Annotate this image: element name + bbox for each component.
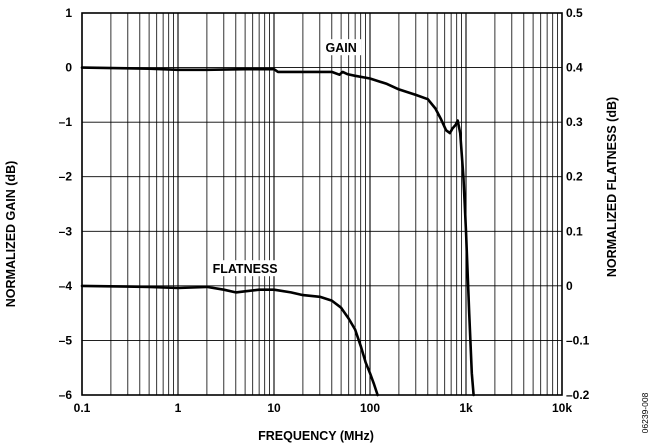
series-annotations: GAIN FLATNESS — [207, 39, 362, 277]
x-tick-label: 100 — [360, 401, 380, 415]
x-tick-label: 1 — [175, 401, 182, 415]
left-y-tick-label: –4 — [59, 279, 73, 293]
right-y-tick-label: 0.2 — [566, 170, 583, 184]
right-y-tick-label: –0.2 — [566, 388, 590, 402]
annotation-background — [207, 260, 283, 277]
left-y-tick-label: –3 — [59, 224, 73, 238]
tick-labels: 0.1 1 10 100 1k 10k10–1–2–3–4–5–60.50.40.30.2… — [59, 6, 590, 415]
series-line-gain — [80, 66, 475, 397]
right-y-tick-label: 0.1 — [566, 224, 583, 238]
series-lines — [80, 66, 475, 397]
plot-frame — [81, 12, 563, 396]
right-y-tick-label: 0.5 — [566, 6, 583, 20]
figure-id: 06239-008 — [640, 392, 650, 433]
x-axis-title: FREQUENCY (MHz) — [258, 429, 374, 443]
x-tick-label: 1k — [459, 401, 473, 415]
left-y-tick-label: –5 — [59, 333, 73, 347]
series-line-flatness — [80, 284, 379, 397]
grid — [81, 12, 562, 396]
left-y-tick-label: –6 — [59, 388, 73, 402]
right-y-tick-label: 0 — [566, 279, 573, 293]
right-y-tick-label: –0.1 — [566, 333, 590, 347]
right-y-tick-label: 0.3 — [566, 115, 583, 129]
x-tick-label: 0.1 — [74, 401, 91, 415]
right-axis-title: NORMALIZED FLATNESS (dB) — [605, 97, 619, 277]
left-y-tick-label: –2 — [59, 170, 73, 184]
x-tick-label: 10k — [552, 401, 572, 415]
left-y-tick-label: –1 — [59, 115, 73, 129]
series-annotation-gain: GAIN — [325, 41, 356, 55]
annotation-background — [320, 39, 362, 56]
left-axis-title: NORMALIZED GAIN (dB) — [4, 161, 18, 308]
x-tick-label: 10 — [267, 401, 281, 415]
right-y-tick-label: 0.4 — [566, 61, 583, 75]
left-y-tick-label: 0 — [65, 61, 72, 75]
series-annotation-flatness: FLATNESS — [213, 262, 278, 276]
left-y-tick-label: 1 — [65, 6, 72, 20]
